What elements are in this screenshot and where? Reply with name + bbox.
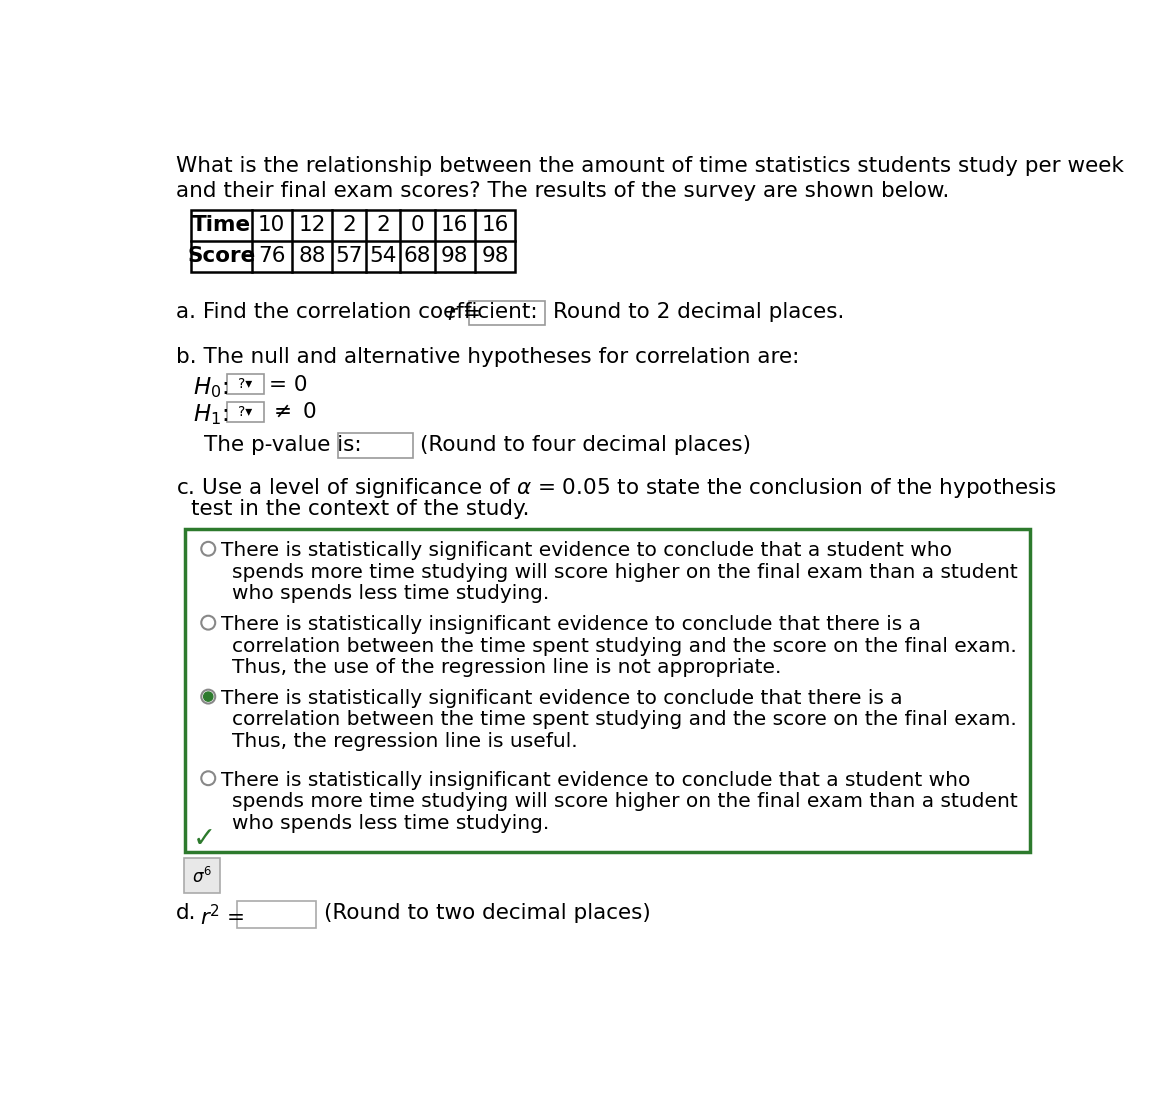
Text: spends more time studying will score higher on the final exam than a student: spends more time studying will score hig… [233,563,1018,582]
Text: b. The null and alternative hypotheses for correlation are:: b. The null and alternative hypotheses f… [176,347,799,367]
FancyBboxPatch shape [227,375,264,394]
Text: $H_1$:: $H_1$: [193,402,228,428]
Text: The p-value is:: The p-value is: [205,434,362,454]
Circle shape [204,692,213,701]
Text: $\neq$ 0: $\neq$ 0 [269,402,316,422]
Text: There is statistically insignificant evidence to conclude that there is a: There is statistically insignificant evi… [221,615,922,634]
FancyBboxPatch shape [185,529,1030,852]
Text: correlation between the time spent studying and the score on the final exam.: correlation between the time spent study… [233,710,1017,729]
Text: 98: 98 [481,246,509,266]
Text: Score: Score [187,246,255,266]
Text: 88: 88 [298,246,326,266]
Circle shape [201,542,215,556]
Text: There is statistically significant evidence to conclude that a student who: There is statistically significant evide… [221,541,952,560]
Text: $r$ =: $r$ = [447,304,481,324]
Text: who spends less time studying.: who spends less time studying. [233,584,550,603]
Text: $H_0$:: $H_0$: [193,375,228,400]
Text: correlation between the time spent studying and the score on the final exam.: correlation between the time spent study… [233,636,1017,656]
Text: 10: 10 [259,215,285,235]
Text: ✓: ✓ [193,825,216,853]
Text: ?▾: ?▾ [239,404,253,419]
Text: = 0: = 0 [269,375,308,394]
FancyBboxPatch shape [338,433,413,458]
Circle shape [201,616,215,629]
Text: who spends less time studying.: who spends less time studying. [233,813,550,832]
Text: There is statistically significant evidence to conclude that there is a: There is statistically significant evide… [221,689,903,708]
Text: 2: 2 [343,215,356,235]
Text: ?▾: ?▾ [239,377,253,391]
Text: spends more time studying will score higher on the final exam than a student: spends more time studying will score hig… [233,792,1018,811]
Text: 76: 76 [259,246,285,266]
Text: Thus, the regression line is useful.: Thus, the regression line is useful. [233,732,578,751]
Text: a. Find the correlation coefficient:: a. Find the correlation coefficient: [176,302,537,322]
Text: $r^2$ =: $r^2$ = [200,904,245,930]
Text: 98: 98 [441,246,468,266]
FancyBboxPatch shape [469,300,544,326]
Text: 16: 16 [481,215,509,235]
Text: 2: 2 [377,215,391,235]
FancyBboxPatch shape [191,209,515,271]
Text: Thus, the use of the regression line is not appropriate.: Thus, the use of the regression line is … [233,658,782,677]
Text: What is the relationship between the amount of time statistics students study pe: What is the relationship between the amo… [176,156,1123,176]
Text: There is statistically insignificant evidence to conclude that a student who: There is statistically insignificant evi… [221,770,971,790]
Text: Round to 2 decimal places.: Round to 2 decimal places. [553,302,845,322]
Text: 16: 16 [441,215,468,235]
Circle shape [201,771,215,786]
Text: $\sigma^6$: $\sigma^6$ [192,866,212,886]
Text: 54: 54 [370,246,397,266]
Text: 68: 68 [404,246,432,266]
Text: c. Use a level of significance of $\alpha$ = 0.05 to state the conclusion of the: c. Use a level of significance of $\alph… [176,476,1057,501]
FancyBboxPatch shape [236,902,316,927]
Text: (Round to two decimal places): (Round to two decimal places) [324,903,652,923]
Text: test in the context of the study.: test in the context of the study. [191,500,530,520]
Text: and their final exam scores? The results of the survey are shown below.: and their final exam scores? The results… [176,181,949,201]
Text: 12: 12 [298,215,325,235]
Text: (Round to four decimal places): (Round to four decimal places) [420,434,751,454]
Text: 0: 0 [411,215,425,235]
Circle shape [201,689,215,704]
FancyBboxPatch shape [227,402,264,422]
Text: 57: 57 [336,246,363,266]
Text: Time: Time [192,215,252,235]
Text: d.: d. [176,903,197,923]
FancyBboxPatch shape [184,858,220,893]
